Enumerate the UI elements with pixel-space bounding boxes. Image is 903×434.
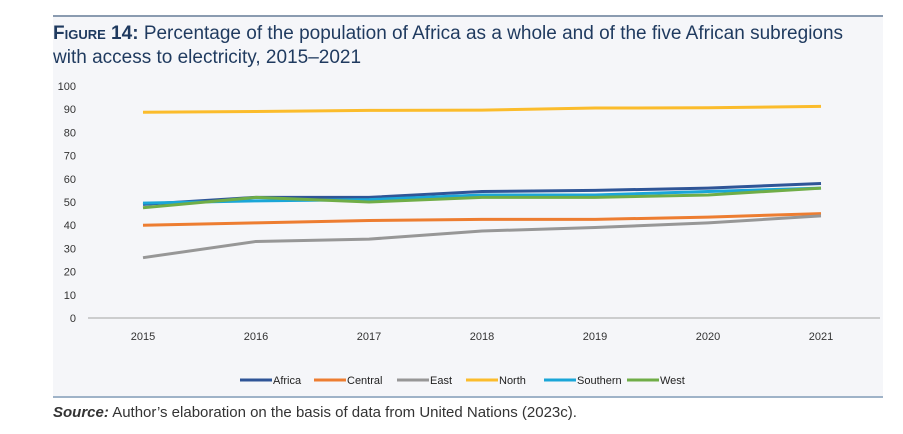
y-tick-label: 20 bbox=[64, 267, 76, 279]
y-tick-label: 60 bbox=[64, 174, 76, 186]
figure-title-text: Percentage of the population of Africa a… bbox=[53, 23, 844, 68]
y-tick-label: 50 bbox=[64, 197, 76, 209]
y-tick-label: 30 bbox=[64, 243, 76, 255]
top-rule bbox=[53, 15, 883, 17]
y-tick-label: 70 bbox=[64, 151, 76, 163]
source-label: Source: bbox=[53, 404, 109, 421]
figure-label: Figure 14: bbox=[53, 23, 139, 44]
series-line-north bbox=[142, 104, 822, 114]
y-tick-label: 10 bbox=[64, 290, 76, 302]
y-tick-label: 90 bbox=[64, 104, 76, 116]
source-text: Author’s elaboration on the basis of dat… bbox=[112, 404, 577, 421]
x-tick-label: 2015 bbox=[131, 331, 155, 343]
x-tick-label: 2019 bbox=[583, 331, 607, 343]
x-tick-label: 2017 bbox=[357, 331, 381, 343]
legend-label-east: East bbox=[430, 375, 452, 387]
x-tick-label: 2018 bbox=[470, 331, 494, 343]
y-tick-label: 0 bbox=[70, 313, 76, 325]
legend-label-africa: Africa bbox=[273, 375, 302, 387]
source-note: Source: Author’s elaboration on the basi… bbox=[53, 404, 577, 421]
figure-title: Figure 14: Percentage of the population … bbox=[53, 22, 873, 70]
x-tick-label: 2021 bbox=[809, 331, 833, 343]
legend-label-southern: Southern bbox=[577, 375, 622, 387]
x-tick-label: 2020 bbox=[696, 331, 720, 343]
y-tick-label: 80 bbox=[64, 127, 76, 139]
y-tick-label: 40 bbox=[64, 220, 76, 232]
legend-label-west: West bbox=[660, 375, 685, 387]
x-tick-label: 2016 bbox=[244, 331, 268, 343]
bottom-rule bbox=[53, 396, 883, 398]
legend-label-central: Central bbox=[347, 375, 382, 387]
legend-label-north: North bbox=[499, 375, 526, 387]
y-tick-label: 100 bbox=[58, 81, 76, 93]
figure-panel bbox=[53, 17, 883, 397]
